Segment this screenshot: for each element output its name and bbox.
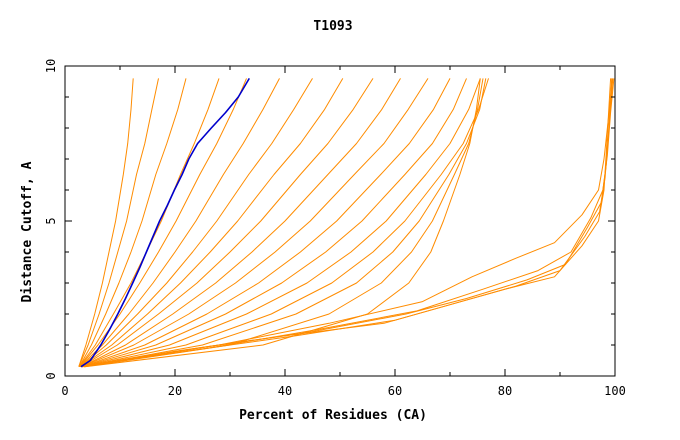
model-series-line — [81, 78, 429, 368]
y-tick-label: 5 — [44, 217, 58, 224]
axis-ticks: 0 20 40 60 80 100 0 5 10 — [44, 59, 626, 398]
y-axis-label: Distance Cutoff, A — [20, 161, 35, 302]
model-series-line — [81, 78, 614, 368]
model-series-line — [78, 78, 159, 367]
x-tick-label: 80 — [498, 384, 512, 398]
model-series-line — [78, 78, 134, 367]
model-series-line — [83, 78, 481, 368]
y-tick-label: 0 — [44, 372, 58, 379]
x-tick-label: 100 — [604, 384, 626, 398]
x-tick-label: 0 — [61, 384, 68, 398]
model-series-line — [79, 78, 280, 368]
model-series-line — [80, 78, 344, 368]
chart-title: T1093 — [313, 19, 352, 34]
model-series-line — [81, 78, 613, 368]
model-series-line — [83, 78, 489, 368]
model-series-line — [83, 78, 487, 368]
model-series-line — [81, 78, 401, 368]
model-series-line — [84, 78, 481, 368]
x-tick-label: 20 — [168, 384, 182, 398]
model-series-line — [80, 78, 374, 368]
model-series-line — [82, 78, 467, 368]
highlight-series-line — [80, 77, 250, 368]
model-series-line — [81, 78, 451, 368]
x-tick-label: 60 — [388, 384, 402, 398]
plot-area — [78, 77, 615, 368]
model-series-line — [78, 78, 187, 367]
model-series-line — [80, 78, 313, 368]
model-series-line — [79, 78, 247, 368]
plot-frame — [64, 65, 616, 377]
x-tick-label: 40 — [278, 384, 292, 398]
model-series-line — [81, 78, 615, 368]
x-axis-label: Percent of Residues (CA) — [239, 408, 427, 423]
y-tick-label: 10 — [44, 59, 58, 73]
